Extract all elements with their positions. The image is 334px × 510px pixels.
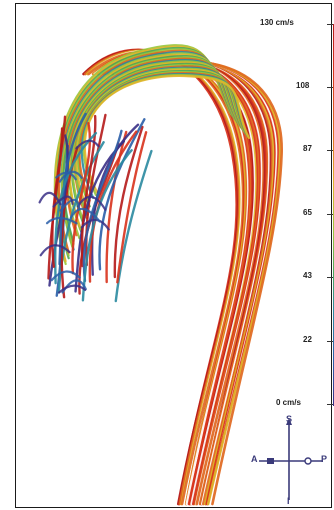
colorbar-tick-mark <box>327 150 333 151</box>
colorbar-tick-label: 108 <box>296 81 310 90</box>
colorbar-tick-mark <box>327 214 333 215</box>
orientation-anterior-label: A <box>251 454 258 464</box>
colorbar-tick-mark <box>327 277 333 278</box>
colorbar-tick-label: 65 <box>303 208 312 217</box>
orientation-superior-label: S <box>286 414 293 424</box>
image-frame: 130 cm/s 108 87 65 43 22 0 cm/s S A P I <box>15 3 334 508</box>
colorbar-tick-label: 130 cm/s <box>260 18 294 27</box>
colorbar-tick-mark <box>327 87 333 88</box>
orientation-posterior-label: P <box>321 454 328 464</box>
colorbar-tick-mark <box>327 24 333 25</box>
orientation-marker <box>259 418 323 500</box>
colorbar-tick-label: 0 cm/s <box>276 398 301 407</box>
aortic-flow-streamlines <box>38 44 283 506</box>
colorbar-tick-mark <box>327 404 333 405</box>
colorbar-tick-label: 22 <box>303 335 312 344</box>
colorbar-tick-label: 43 <box>303 271 312 280</box>
orientation-inferior-label: I <box>287 496 290 506</box>
colorbar-tick-label: 87 <box>303 144 312 153</box>
colorbar-tick-mark <box>327 341 333 342</box>
